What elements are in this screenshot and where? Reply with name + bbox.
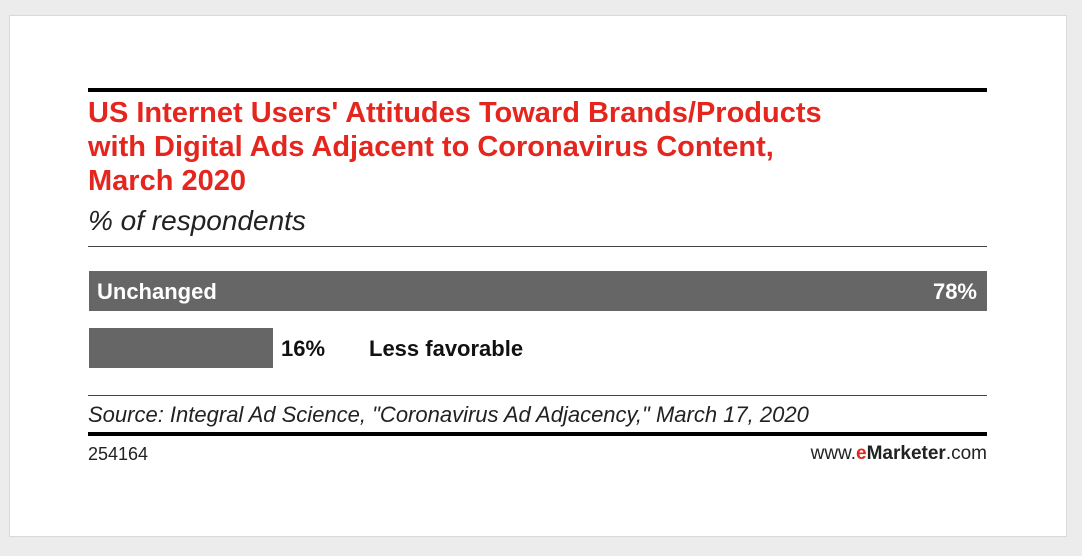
bottom-rule [88, 432, 987, 436]
header-divider [88, 246, 987, 247]
bar-less-favorable [89, 328, 273, 368]
source-note: Source: Integral Ad Science, "Coronaviru… [88, 402, 809, 427]
brand-name: Marketer [866, 443, 946, 464]
footer-divider [88, 395, 987, 396]
category-label-less-favorable: Less favorable [369, 336, 523, 361]
chart-title: US Internet Users' Attitudes Toward Bran… [88, 97, 822, 197]
brand-prefix: www. [810, 443, 857, 464]
brand-e: e [856, 443, 867, 464]
top-rule [88, 88, 987, 92]
bar-unchanged [89, 271, 987, 311]
chart-subtitle: % of respondents [88, 205, 306, 236]
brand-url: www.eMarketer.com [811, 442, 987, 466]
value-label-unchanged: 78% [933, 279, 977, 304]
brand-suffix: .com [945, 443, 987, 464]
chart-id: 254164 [88, 444, 149, 464]
value-label-less-favorable: 16% [281, 336, 325, 361]
category-label-unchanged: Unchanged [97, 279, 217, 304]
